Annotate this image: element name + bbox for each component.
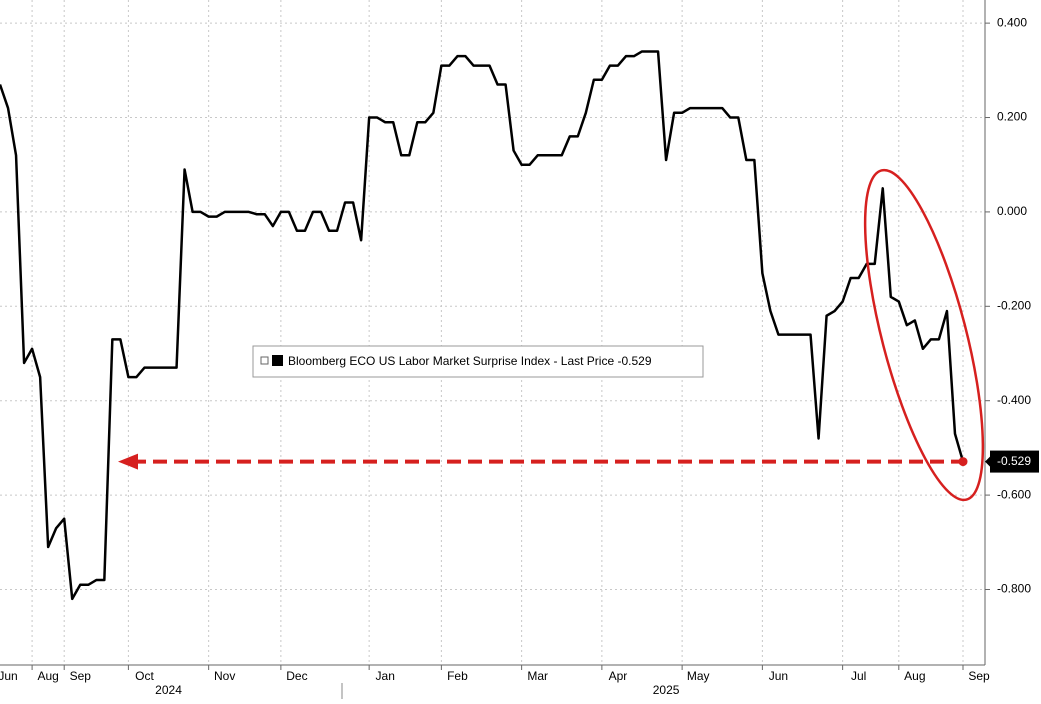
legend-last-value: -0.529 bbox=[617, 354, 651, 368]
x-tick-label: Nov bbox=[214, 669, 235, 683]
x-group-label: 2024 bbox=[155, 683, 182, 697]
legend-swatch bbox=[272, 355, 283, 366]
legend-entry: Bloomberg ECO US Labor Market Surprise I… bbox=[288, 354, 614, 368]
y-tick-label: -0.400 bbox=[997, 393, 1031, 407]
x-tick-label: Jun bbox=[769, 669, 788, 683]
highlight-ellipse bbox=[863, 168, 985, 502]
legend-expand-icon bbox=[260, 356, 269, 365]
last-value-dot bbox=[958, 457, 968, 467]
x-tick-label: Sep bbox=[70, 669, 92, 683]
y-tick-label: 0.000 bbox=[997, 204, 1027, 218]
x-tick-label: Jun bbox=[0, 669, 18, 683]
x-tick-label: Dec bbox=[286, 669, 307, 683]
y-tick-label: 0.400 bbox=[997, 15, 1027, 29]
x-tick-label: Mar bbox=[527, 669, 548, 683]
legend-box bbox=[252, 345, 704, 378]
arrow-head bbox=[118, 453, 138, 470]
x-tick-label: Jul bbox=[851, 669, 866, 683]
y-tick-label: -0.200 bbox=[997, 298, 1031, 312]
x-group-label: 2025 bbox=[653, 683, 680, 697]
x-tick-label: Oct bbox=[135, 669, 154, 683]
last-value-box bbox=[990, 450, 1039, 473]
legend-text: Bloomberg ECO US Labor Market Surprise I… bbox=[288, 354, 652, 368]
x-tick-label: Aug bbox=[37, 669, 58, 683]
x-tick-label: Aug bbox=[904, 669, 925, 683]
last-value-label: -0.529 bbox=[997, 454, 1031, 468]
last-value-pointer bbox=[985, 455, 991, 468]
y-tick-label: -0.600 bbox=[997, 487, 1031, 501]
series-line bbox=[0, 50, 965, 601]
y-tick-label: -0.800 bbox=[997, 582, 1031, 596]
x-tick-label: Jan bbox=[376, 669, 395, 683]
x-tick-label: Apr bbox=[609, 669, 628, 683]
x-tick-label: Feb bbox=[447, 669, 468, 683]
x-tick-label: May bbox=[687, 669, 710, 683]
legend: Bloomberg ECO US Labor Market Surprise I… bbox=[252, 345, 704, 378]
y-tick-label: 0.200 bbox=[997, 110, 1027, 124]
x-tick-label: Sep bbox=[968, 669, 990, 683]
